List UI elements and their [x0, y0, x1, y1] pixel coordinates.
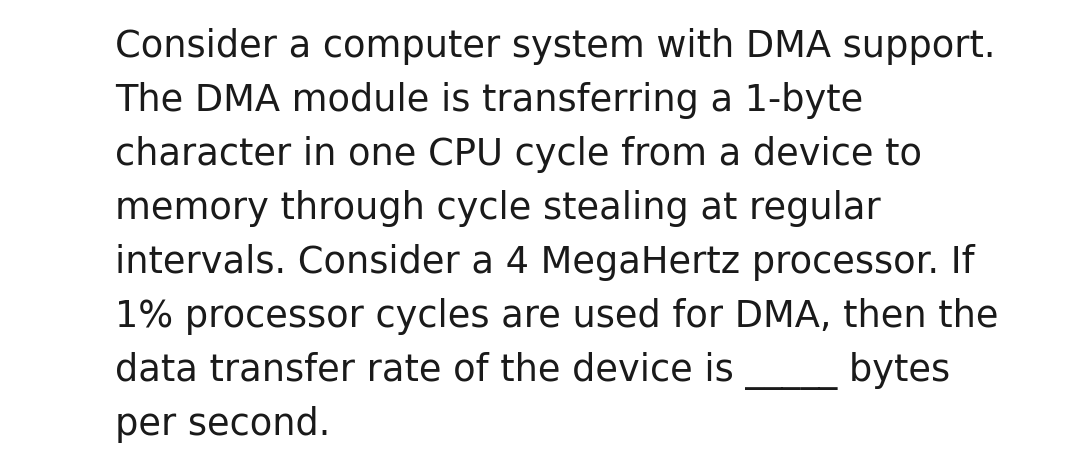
Text: The DMA module is transferring a 1-byte: The DMA module is transferring a 1-byte — [114, 82, 863, 119]
Text: 1% processor cycles are used for DMA, then the: 1% processor cycles are used for DMA, th… — [114, 298, 999, 334]
Text: intervals. Consider a 4 MegaHertz processor. If: intervals. Consider a 4 MegaHertz proces… — [114, 243, 974, 280]
Text: Consider a computer system with DMA support.: Consider a computer system with DMA supp… — [114, 28, 996, 65]
Text: memory through cycle stealing at regular: memory through cycle stealing at regular — [114, 190, 881, 227]
Text: per second.: per second. — [114, 405, 330, 442]
Text: data transfer rate of the device is _____ bytes: data transfer rate of the device is ____… — [114, 351, 950, 389]
Text: character in one CPU cycle from a device to: character in one CPU cycle from a device… — [114, 136, 922, 172]
